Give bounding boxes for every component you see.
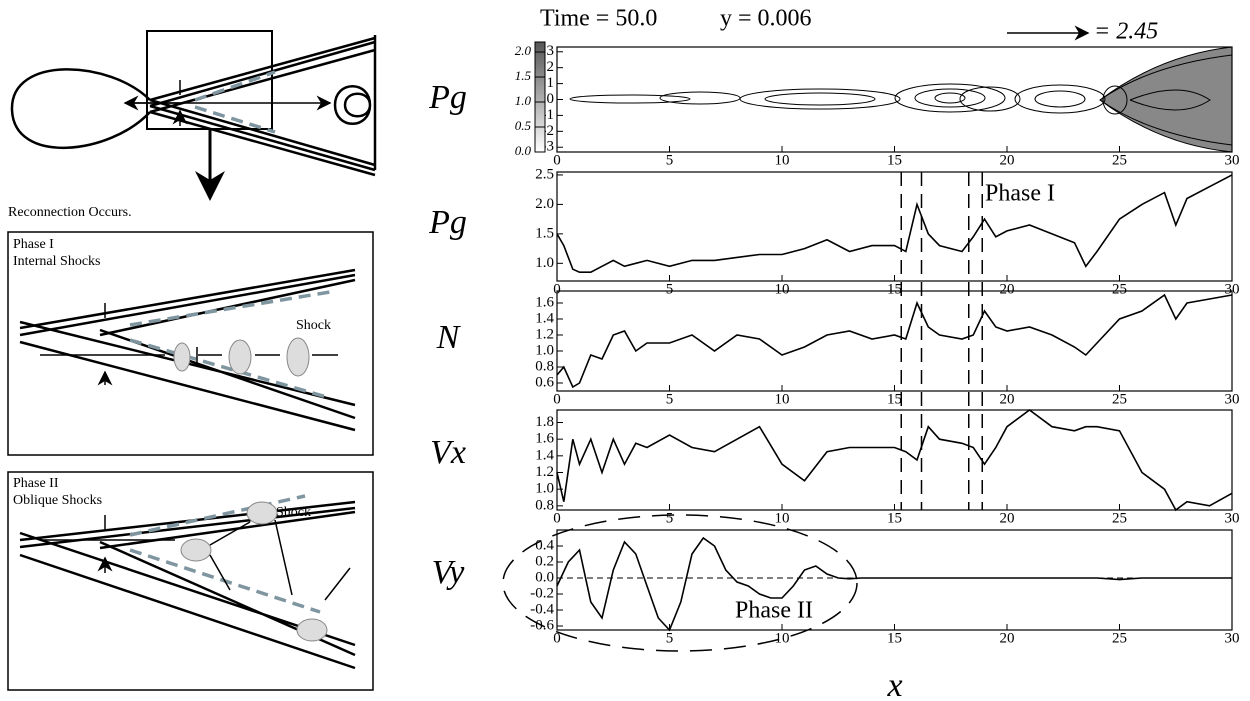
y-tick-label: 0.8 bbox=[535, 497, 554, 513]
y-tick-label: 1.2 bbox=[535, 326, 554, 342]
phase1-schematic bbox=[7, 231, 374, 456]
data-line bbox=[556, 293, 1233, 389]
y-tick-label: 2.0 bbox=[535, 196, 554, 212]
colorbar-tick-label: 2.0 bbox=[515, 43, 532, 58]
x-tick-label: 15 bbox=[887, 152, 902, 168]
phase1-subtitle: Internal Shocks bbox=[13, 254, 100, 269]
annotation: Phase I bbox=[985, 181, 1055, 207]
y-tick-label: -0.6 bbox=[530, 617, 554, 633]
x-tick-label: 0 bbox=[553, 630, 561, 646]
x-tick-label: 0 bbox=[553, 510, 561, 526]
x-tick-label: 5 bbox=[666, 510, 674, 526]
shock-label: Shock bbox=[276, 505, 311, 520]
x-tick-label: 20 bbox=[1000, 391, 1015, 407]
y-tick-label: 0.0 bbox=[535, 569, 554, 585]
y-tick-label: 0.4 bbox=[535, 537, 554, 553]
chart-title: Time = 50.0 bbox=[540, 6, 657, 32]
x-tick-label: 25 bbox=[1112, 391, 1127, 407]
y-tick-label: 0.8 bbox=[535, 358, 554, 374]
y-tick-label: 2.5 bbox=[535, 166, 554, 182]
x-tick-label: 20 bbox=[1000, 630, 1015, 646]
plot-frame bbox=[556, 290, 1233, 392]
x-tick-label: 0 bbox=[553, 281, 561, 297]
y-tick-label: 1.0 bbox=[535, 481, 554, 497]
x-tick-label: 20 bbox=[1000, 510, 1015, 526]
x-tick-label: 10 bbox=[775, 281, 790, 297]
colorbar-tick-label: 1.5 bbox=[515, 68, 532, 83]
x-tick-label: 5 bbox=[666, 281, 674, 297]
phase2-schematic bbox=[7, 471, 374, 691]
phase2-title: Phase II bbox=[13, 476, 59, 491]
colorbar-tick-label: 0.5 bbox=[515, 118, 532, 133]
x-tick-label: 20 bbox=[1000, 281, 1015, 297]
x-tick-label: 15 bbox=[887, 510, 902, 526]
y-tick-label: 3 bbox=[547, 43, 555, 59]
x-tick-label: 30 bbox=[1225, 152, 1240, 168]
colorbar-tick-label: 0.0 bbox=[515, 143, 532, 158]
y-tick-label: 0.2 bbox=[535, 553, 554, 569]
y-axis-label: Pg bbox=[428, 204, 467, 241]
x-tick-label: 5 bbox=[666, 630, 674, 646]
shock-label: Shock bbox=[296, 318, 331, 333]
y-tick-label: 1.8 bbox=[535, 414, 554, 430]
x-tick-label: 25 bbox=[1112, 152, 1127, 168]
x-tick-label: 25 bbox=[1112, 281, 1127, 297]
y-tick-label: 1.6 bbox=[535, 294, 554, 310]
y-tick-label: -0.2 bbox=[530, 585, 554, 601]
phase2-outline bbox=[502, 514, 858, 652]
x-tick-label: 0 bbox=[553, 391, 561, 407]
y-tick-label: 0.6 bbox=[535, 374, 554, 390]
x-tick-label: 25 bbox=[1112, 510, 1127, 526]
colorbar-tick-label: 1.0 bbox=[515, 93, 532, 108]
data-line bbox=[556, 409, 1233, 512]
y-tick-label: 1.6 bbox=[535, 431, 554, 447]
y-tick-label: 1.4 bbox=[535, 310, 554, 326]
plot-frame bbox=[556, 529, 1233, 631]
plot-frame bbox=[556, 409, 1233, 511]
colorbar bbox=[534, 41, 546, 153]
data-line bbox=[556, 536, 1232, 632]
schematic bbox=[10, 30, 377, 201]
x-tick-label: 10 bbox=[775, 630, 790, 646]
x-tick-label: 10 bbox=[775, 510, 790, 526]
chart-subtitle: y = 0.006 bbox=[720, 6, 812, 32]
x-tick-label: 30 bbox=[1225, 281, 1240, 297]
y-axis-label: Vy bbox=[432, 554, 466, 591]
x-tick-label: 25 bbox=[1112, 630, 1127, 646]
caption: Reconnection Occurs. bbox=[8, 205, 132, 220]
data-line bbox=[556, 174, 1233, 273]
y-tick-label: -0.4 bbox=[530, 601, 554, 617]
plot-frame bbox=[556, 171, 1233, 282]
y-tick-label: 1.0 bbox=[535, 342, 554, 358]
vector-scale: = 2.45 bbox=[1094, 19, 1158, 45]
contour-field bbox=[569, 46, 1233, 153]
x-tick-label: 30 bbox=[1225, 510, 1240, 526]
phase1-title: Phase I bbox=[13, 237, 54, 252]
y-axis-label: Vx bbox=[430, 434, 466, 471]
x-tick-label: 30 bbox=[1225, 630, 1240, 646]
y-tick-label: 2 bbox=[547, 59, 555, 75]
y-tick-label: 0 bbox=[547, 91, 555, 107]
x-tick-label: 30 bbox=[1225, 391, 1240, 407]
x-tick-label: 15 bbox=[887, 281, 902, 297]
x-axis-label: x bbox=[886, 667, 902, 701]
phase2-subtitle: Oblique Shocks bbox=[13, 493, 102, 508]
x-tick-label: 5 bbox=[666, 152, 674, 168]
y-tick-label: 1.0 bbox=[535, 255, 554, 271]
x-tick-label: 20 bbox=[1000, 152, 1015, 168]
y-tick-label: 1.5 bbox=[535, 225, 554, 241]
x-tick-label: 15 bbox=[887, 391, 902, 407]
x-tick-label: 10 bbox=[775, 391, 790, 407]
y-tick-label: 1 bbox=[547, 75, 555, 91]
y-axis-label: Pg bbox=[428, 79, 467, 116]
x-tick-label: 10 bbox=[775, 152, 790, 168]
x-tick-label: 5 bbox=[666, 391, 674, 407]
y-tick-label: 1.2 bbox=[535, 464, 554, 480]
y-tick-label: 1.4 bbox=[535, 447, 554, 463]
x-tick-label: 0 bbox=[553, 152, 561, 168]
x-tick-label: 15 bbox=[887, 630, 902, 646]
annotation: Phase II bbox=[735, 598, 813, 624]
y-axis-label: N bbox=[436, 319, 462, 356]
